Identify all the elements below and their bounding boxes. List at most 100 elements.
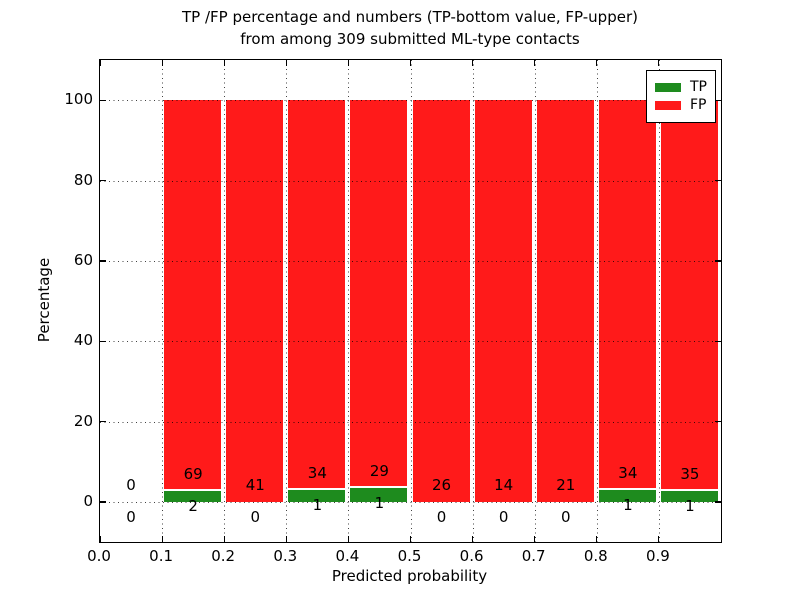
x-gridline: [348, 60, 350, 542]
fp-legend-swatch: [655, 101, 681, 110]
x-tick-mark-top: [472, 60, 474, 66]
tp-count-label: 0: [498, 507, 509, 526]
tp-bar-segment: [598, 490, 656, 502]
y-tick-mark: [100, 180, 106, 182]
x-tick-mark-top: [99, 60, 101, 66]
x-gridline: [534, 60, 536, 542]
x-axis-label: Predicted probability: [331, 567, 488, 585]
x-tick-label: 0.4: [335, 547, 360, 565]
fp-bar-segment: [288, 100, 346, 489]
fp-count-label: 26: [432, 475, 452, 494]
x-tick-label: 0.2: [211, 547, 236, 565]
chart-title-line1: TP /FP percentage and numbers (TP-bottom…: [182, 8, 638, 26]
fp-count-label: 0: [126, 475, 136, 494]
legend-entry: TP: [655, 80, 707, 95]
x-tick-mark: [161, 536, 163, 542]
fp-count-label: 69: [183, 464, 203, 483]
x-tick-mark: [472, 536, 474, 542]
x-tick-mark-top: [409, 60, 412, 66]
legend-entry: FP: [655, 98, 707, 113]
legend-box: TP FP: [646, 70, 716, 123]
tp-count-label: 1: [312, 496, 323, 515]
x-tick-mark: [223, 536, 225, 542]
y-tick-label: 80: [73, 170, 93, 189]
x-gridline: [224, 60, 226, 542]
y-tick-mark-right: [715, 421, 721, 423]
tp-bar-segment: [660, 490, 718, 502]
x-tick-label: 0.6: [459, 547, 484, 565]
y-axis-label: Percentage: [35, 257, 53, 343]
x-tick-mark: [658, 536, 660, 542]
fp-bar-segment: [598, 100, 656, 489]
y-tick-mark: [100, 99, 106, 101]
x-tick-label: 0.3: [273, 547, 298, 565]
fp-count-label: 21: [556, 475, 576, 494]
y-tick-label: 0: [83, 491, 93, 510]
x-tick-mark-top: [161, 60, 163, 66]
x-gridline: [596, 60, 598, 542]
legend-entry-label: TP: [690, 79, 707, 95]
x-tick-mark-top: [596, 60, 598, 66]
tp-count-label: 2: [188, 496, 198, 515]
x-tick-label: 0.8: [583, 547, 608, 565]
tp-legend-swatch: [655, 83, 681, 92]
tp-count-label: 1: [623, 496, 633, 515]
tp-count-label: 0: [126, 507, 136, 526]
legend-entry-label: FP: [690, 97, 707, 113]
x-tick-label: 0.7: [521, 547, 546, 565]
x-gridline: [472, 60, 474, 542]
chart-title-line2: from among 309 submitted ML-type contact…: [240, 30, 580, 48]
x-gridline: [658, 60, 660, 542]
y-tick-label: 40: [73, 331, 93, 350]
x-tick-mark: [285, 536, 287, 542]
x-tick-label: 0.9: [645, 547, 670, 565]
x-gridline: [286, 60, 288, 542]
fp-bar-segment: [412, 100, 470, 502]
tp-count-label: 0: [250, 507, 261, 526]
fp-bar-segment: [164, 100, 222, 489]
y-tick-mark-right: [715, 99, 721, 101]
fp-count-label: 34: [307, 464, 327, 483]
x-tick-mark: [534, 536, 536, 542]
y-tick-mark: [100, 501, 106, 503]
y-tick-mark: [100, 260, 106, 262]
y-tick-mark-right: [715, 180, 721, 182]
x-tick-mark-top: [223, 60, 225, 66]
fp-count-label: 41: [245, 475, 265, 494]
y-tick-mark-right: [715, 260, 721, 262]
tp-count-label: 1: [685, 496, 695, 515]
fp-count-label: 35: [680, 464, 700, 483]
plot-area: TP FP 0 0 69 2 41 0 34 1 29 1 26 0 14 0 21 0 34 1 35 1: [99, 59, 722, 543]
x-gridline: [162, 60, 164, 542]
fp-count-label: 34: [618, 464, 638, 483]
x-tick-label: 0.0: [87, 547, 111, 565]
y-tick-mark-right: [715, 501, 721, 503]
fp-bar-segment: [660, 100, 718, 489]
fp-count-label: 14: [494, 475, 514, 494]
x-tick-mark: [596, 536, 598, 542]
fp-bar-segment: [350, 100, 408, 487]
tp-count-label: 0: [436, 507, 447, 526]
x-tick-mark: [409, 536, 412, 542]
chart-title: TP /FP percentage and numbers (TP-bottom…: [99, 6, 721, 50]
x-tick-mark: [99, 536, 101, 542]
tp-bar-segment: [350, 488, 408, 502]
y-tick-mark: [100, 340, 106, 342]
x-tick-mark-top: [534, 60, 536, 66]
x-tick-label: 0.5: [397, 547, 422, 565]
x-tick-mark-top: [347, 60, 349, 66]
tp-bar-segment: [164, 490, 222, 502]
tp-bar-segment: [288, 490, 346, 502]
fp-bar-segment: [474, 100, 532, 502]
y-tick-label: 60: [73, 250, 93, 269]
tp-count-label: 0: [560, 507, 571, 526]
x-gridline: [410, 60, 412, 542]
x-tick-mark-top: [285, 60, 287, 66]
x-tick-mark: [347, 536, 349, 542]
x-tick-label: 0.1: [149, 547, 174, 565]
fp-bar-segment: [536, 100, 594, 502]
y-tick-label: 20: [73, 411, 93, 430]
tp-count-label: 1: [374, 494, 385, 513]
fp-count-label: 29: [369, 462, 389, 481]
